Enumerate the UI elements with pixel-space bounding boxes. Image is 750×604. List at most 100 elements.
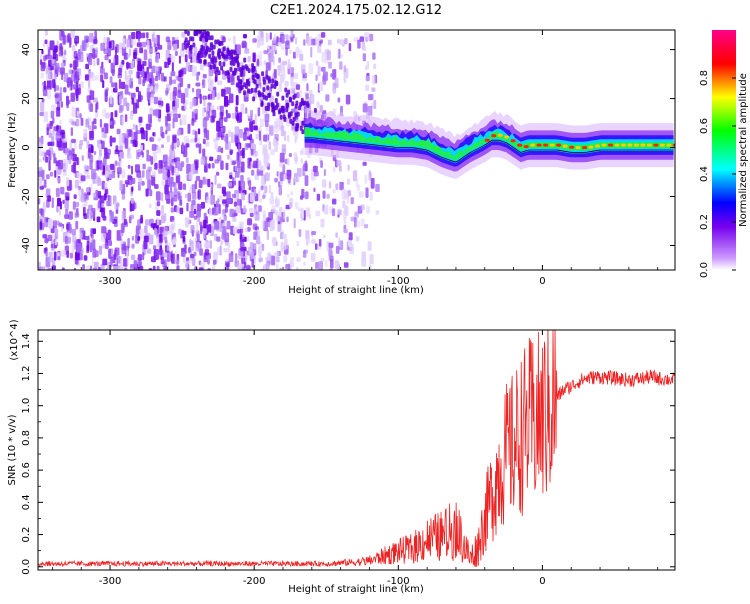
spectral-noise-cell	[42, 42, 45, 48]
spectral-noise-cell	[44, 247, 48, 252]
spectral-noise-cell	[225, 142, 229, 150]
spectral-noise-cell	[250, 147, 254, 156]
spectral-noise-cell	[279, 114, 283, 120]
spectral-noise-cell	[176, 161, 181, 169]
spectral-noise-cell	[312, 165, 318, 173]
spectral-noise-cell	[247, 180, 252, 187]
spectral-noise-cell	[78, 69, 82, 80]
spectral-noise-cell	[161, 72, 164, 82]
spectral-noise-cell	[249, 121, 254, 132]
spectral-noise-cell	[146, 155, 151, 162]
spectral-noise-cell	[304, 191, 309, 200]
spectral-noise-cell	[185, 157, 189, 164]
spectral-noise-cell	[196, 25, 199, 30]
spectral-noise-cell	[278, 81, 283, 92]
spectral-noise-cell	[227, 77, 231, 83]
spectral-noise-cell	[316, 193, 321, 201]
spectral-noise-cell	[91, 207, 96, 213]
spectral-noise-cell	[48, 132, 53, 138]
spectral-noise-cell	[78, 51, 84, 63]
spectral-peak-mark	[504, 135, 510, 139]
spectral-peak-mark	[588, 145, 594, 149]
spectral-noise-cell	[226, 261, 230, 270]
spectral-noise-cell	[371, 87, 376, 92]
spectral-noise-cell	[300, 64, 306, 74]
spectral-noise-cell	[184, 193, 188, 199]
spectral-noise-cell	[161, 144, 164, 149]
snr-y-tick-label: 0.6	[21, 462, 32, 478]
spectral-noise-cell	[297, 168, 302, 177]
spectral-noise-cell	[267, 34, 270, 42]
spectral-noise-cell	[122, 38, 126, 49]
spectral-noise-cell	[103, 36, 108, 45]
spectral-noise-cell	[147, 166, 152, 172]
spectral-noise-cell	[301, 129, 305, 135]
spectral-noise-cell	[176, 265, 180, 270]
spectral-noise-cell	[131, 32, 136, 40]
spectral-noise-cell	[258, 62, 263, 67]
spectral-noise-cell	[332, 89, 337, 94]
spectral-noise-cell	[154, 227, 157, 236]
spectral-noise-cell	[111, 170, 116, 179]
spectral-noise-cell	[61, 250, 66, 257]
spectral-noise-cell	[269, 32, 272, 40]
spectral-noise-cell	[338, 165, 342, 172]
spectral-noise-cell	[227, 51, 231, 56]
spectral-noise-cell	[67, 236, 71, 244]
spectral-noise-cell	[42, 234, 48, 239]
spectral-noise-cell	[126, 38, 130, 48]
spectral-noise-cell	[46, 70, 51, 81]
spectral-noise-cell	[89, 130, 94, 141]
spectral-noise-cell	[141, 68, 145, 78]
spectral-noise-cell	[58, 159, 63, 170]
colorbar-tick-label: 0.2	[699, 214, 710, 230]
spectral-noise-cell	[258, 170, 264, 176]
spectral-noise-cell	[71, 73, 75, 82]
spectral-noise-cell	[267, 76, 271, 82]
spectral-peak-mark	[582, 146, 587, 150]
spectral-noise-cell	[189, 186, 192, 194]
spectral-noise-cell	[78, 189, 82, 196]
spectral-noise-cell	[196, 30, 200, 33]
spectral-noise-cell	[170, 207, 175, 213]
spectral-noise-cell	[283, 116, 287, 122]
spectral-noise-cell	[58, 177, 61, 184]
spectral-noise-cell	[249, 192, 255, 203]
spectral-noise-cell	[193, 215, 198, 220]
spectral-noise-cell	[160, 205, 164, 216]
spectral-noise-cell	[348, 232, 353, 241]
spectral-noise-cell	[256, 74, 260, 80]
spectral-noise-cell	[284, 40, 290, 50]
spectral-noise-cell	[84, 165, 90, 171]
spectral-noise-cell	[318, 81, 324, 92]
spectral-noise-cell	[72, 201, 76, 210]
spectral-noise-cell	[231, 193, 237, 198]
spectral-noise-cell	[126, 76, 130, 81]
snr-y-tick-label: 1.2	[21, 366, 32, 382]
spectral-noise-cell	[171, 239, 176, 245]
spectral-noise-cell	[203, 96, 206, 107]
spectral-noise-cell	[232, 61, 236, 66]
spectral-noise-cell	[202, 107, 205, 117]
spectral-noise-cell	[339, 181, 344, 191]
spectral-noise-cell	[135, 86, 139, 93]
spectral-noise-cell	[247, 68, 251, 74]
spectral-noise-cell	[140, 95, 144, 101]
spectral-noise-cell	[109, 76, 113, 84]
spectral-noise-cell	[156, 210, 161, 216]
spectral-noise-cell	[202, 138, 206, 145]
spectral-noise-cell	[223, 117, 228, 122]
spectrogram-y-tick-label: 20	[21, 92, 32, 105]
spectral-noise-cell	[218, 195, 223, 202]
spectral-noise-cell	[198, 267, 204, 270]
spectral-noise-cell	[246, 88, 250, 94]
spectral-noise-cell	[261, 71, 265, 77]
spectral-noise-cell	[209, 64, 213, 70]
spectral-noise-cell	[184, 30, 188, 34]
spectral-noise-cell	[239, 72, 243, 77]
spectral-noise-cell	[207, 258, 210, 265]
spectral-noise-cell	[72, 153, 77, 162]
spectral-noise-cell	[66, 250, 69, 258]
spectral-peak-mark	[569, 145, 575, 149]
spectral-noise-cell	[214, 159, 220, 164]
